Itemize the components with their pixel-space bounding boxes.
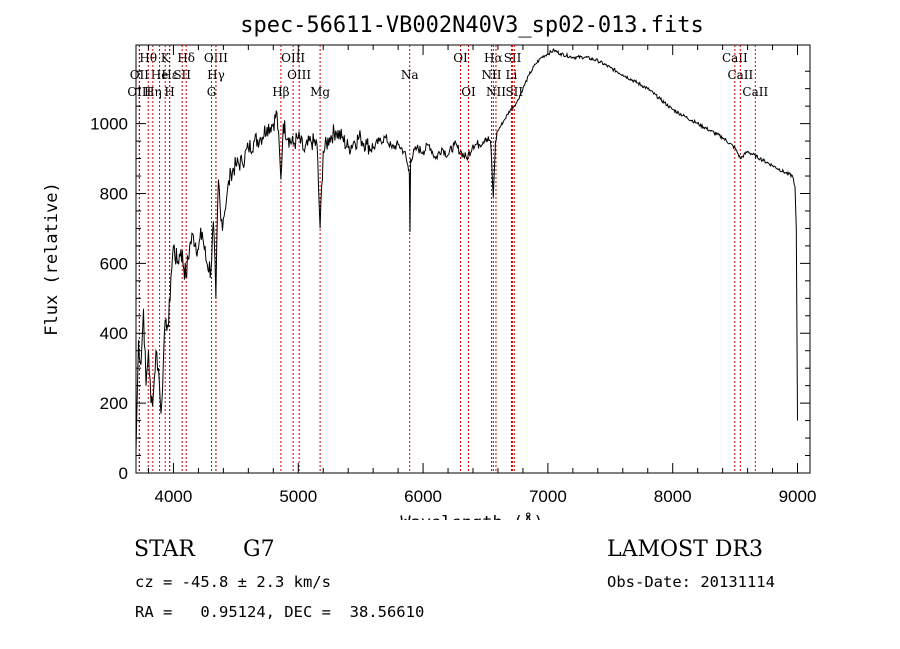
- y-axis-label: Flux (relative): [42, 182, 62, 336]
- spectrum-chart: spec-56611-VB002N40V3_sp02-013.fits Hθ OI…: [42, 13, 816, 520]
- x-axis-label: Wavelength (Å): [400, 511, 543, 520]
- y-tick-label: 1000: [90, 115, 128, 134]
- line-marker-label: SII: [504, 51, 522, 65]
- object-subclass: G7: [243, 537, 275, 562]
- line-marker-label: OI: [461, 85, 476, 99]
- flux-series-line: [135, 47, 798, 453]
- line-marker-label: K: [161, 51, 171, 65]
- line-marker-label: CaII: [722, 51, 748, 65]
- line-marker-label: Hδ: [177, 51, 195, 65]
- line-markers: HθOIIOIIIHeHηKHHεSIIHδGOIIIHγHβOIIIOIIIM…: [127, 45, 768, 473]
- line-marker-label: Na: [401, 68, 419, 82]
- line-marker-label: He: [151, 68, 169, 82]
- x-tick-label: 7000: [529, 487, 567, 506]
- line-marker-label: Hθ: [139, 51, 157, 65]
- x-tick-label: 8000: [654, 487, 692, 506]
- line-marker-label: Hα: [484, 51, 503, 65]
- line-marker-label: Hη: [144, 85, 162, 99]
- line-marker-label: Li: [506, 68, 518, 82]
- line-marker-label: SII: [173, 68, 191, 82]
- line-marker-label: SII: [505, 85, 523, 99]
- survey-name: LAMOST DR3: [607, 537, 763, 562]
- y-tick-label: 400: [100, 324, 128, 343]
- line-marker-label: CaII: [742, 85, 768, 99]
- line-marker-label: NII: [481, 68, 501, 82]
- plot-frame: [135, 44, 811, 474]
- y-tick-label: 800: [100, 184, 128, 203]
- y-tick-label: 200: [100, 394, 128, 413]
- x-tick-label: 6000: [404, 487, 442, 506]
- y-tick-label: 600: [100, 254, 128, 273]
- redshift-value: cz = -45.8 ± 2.3 km/s: [135, 573, 331, 591]
- object-class: STAR: [134, 537, 195, 562]
- line-marker-label: Hε: [161, 68, 178, 82]
- line-marker-label: Hβ: [272, 85, 289, 99]
- line-marker-label: OIII: [127, 85, 151, 99]
- line-marker-label: OIII: [281, 51, 305, 65]
- line-marker-label: CaII: [727, 68, 753, 82]
- y-tick-label: 0: [119, 464, 128, 483]
- line-marker-label: H: [164, 85, 174, 99]
- x-tick-label: 5000: [279, 487, 317, 506]
- line-marker-label: OIII: [287, 68, 311, 82]
- chart-title: spec-56611-VB002N40V3_sp02-013.fits: [240, 13, 704, 38]
- line-marker-label: NII: [486, 85, 506, 99]
- line-marker-label: Hγ: [207, 68, 225, 82]
- x-tick-label: 4000: [155, 487, 193, 506]
- line-marker-label: OI: [453, 51, 468, 65]
- line-marker-label: G: [207, 85, 217, 99]
- axis-ticks: 4000 5000 6000 7000 8000 9000 0 200 400 600 800 100…: [90, 45, 816, 506]
- x-tick-label: 9000: [779, 487, 817, 506]
- obs-date: Obs-Date: 20131114: [607, 573, 775, 591]
- coordinates: RA = 0.95124, DEC = 38.56610: [135, 603, 425, 621]
- line-marker-label: Mg: [310, 85, 330, 99]
